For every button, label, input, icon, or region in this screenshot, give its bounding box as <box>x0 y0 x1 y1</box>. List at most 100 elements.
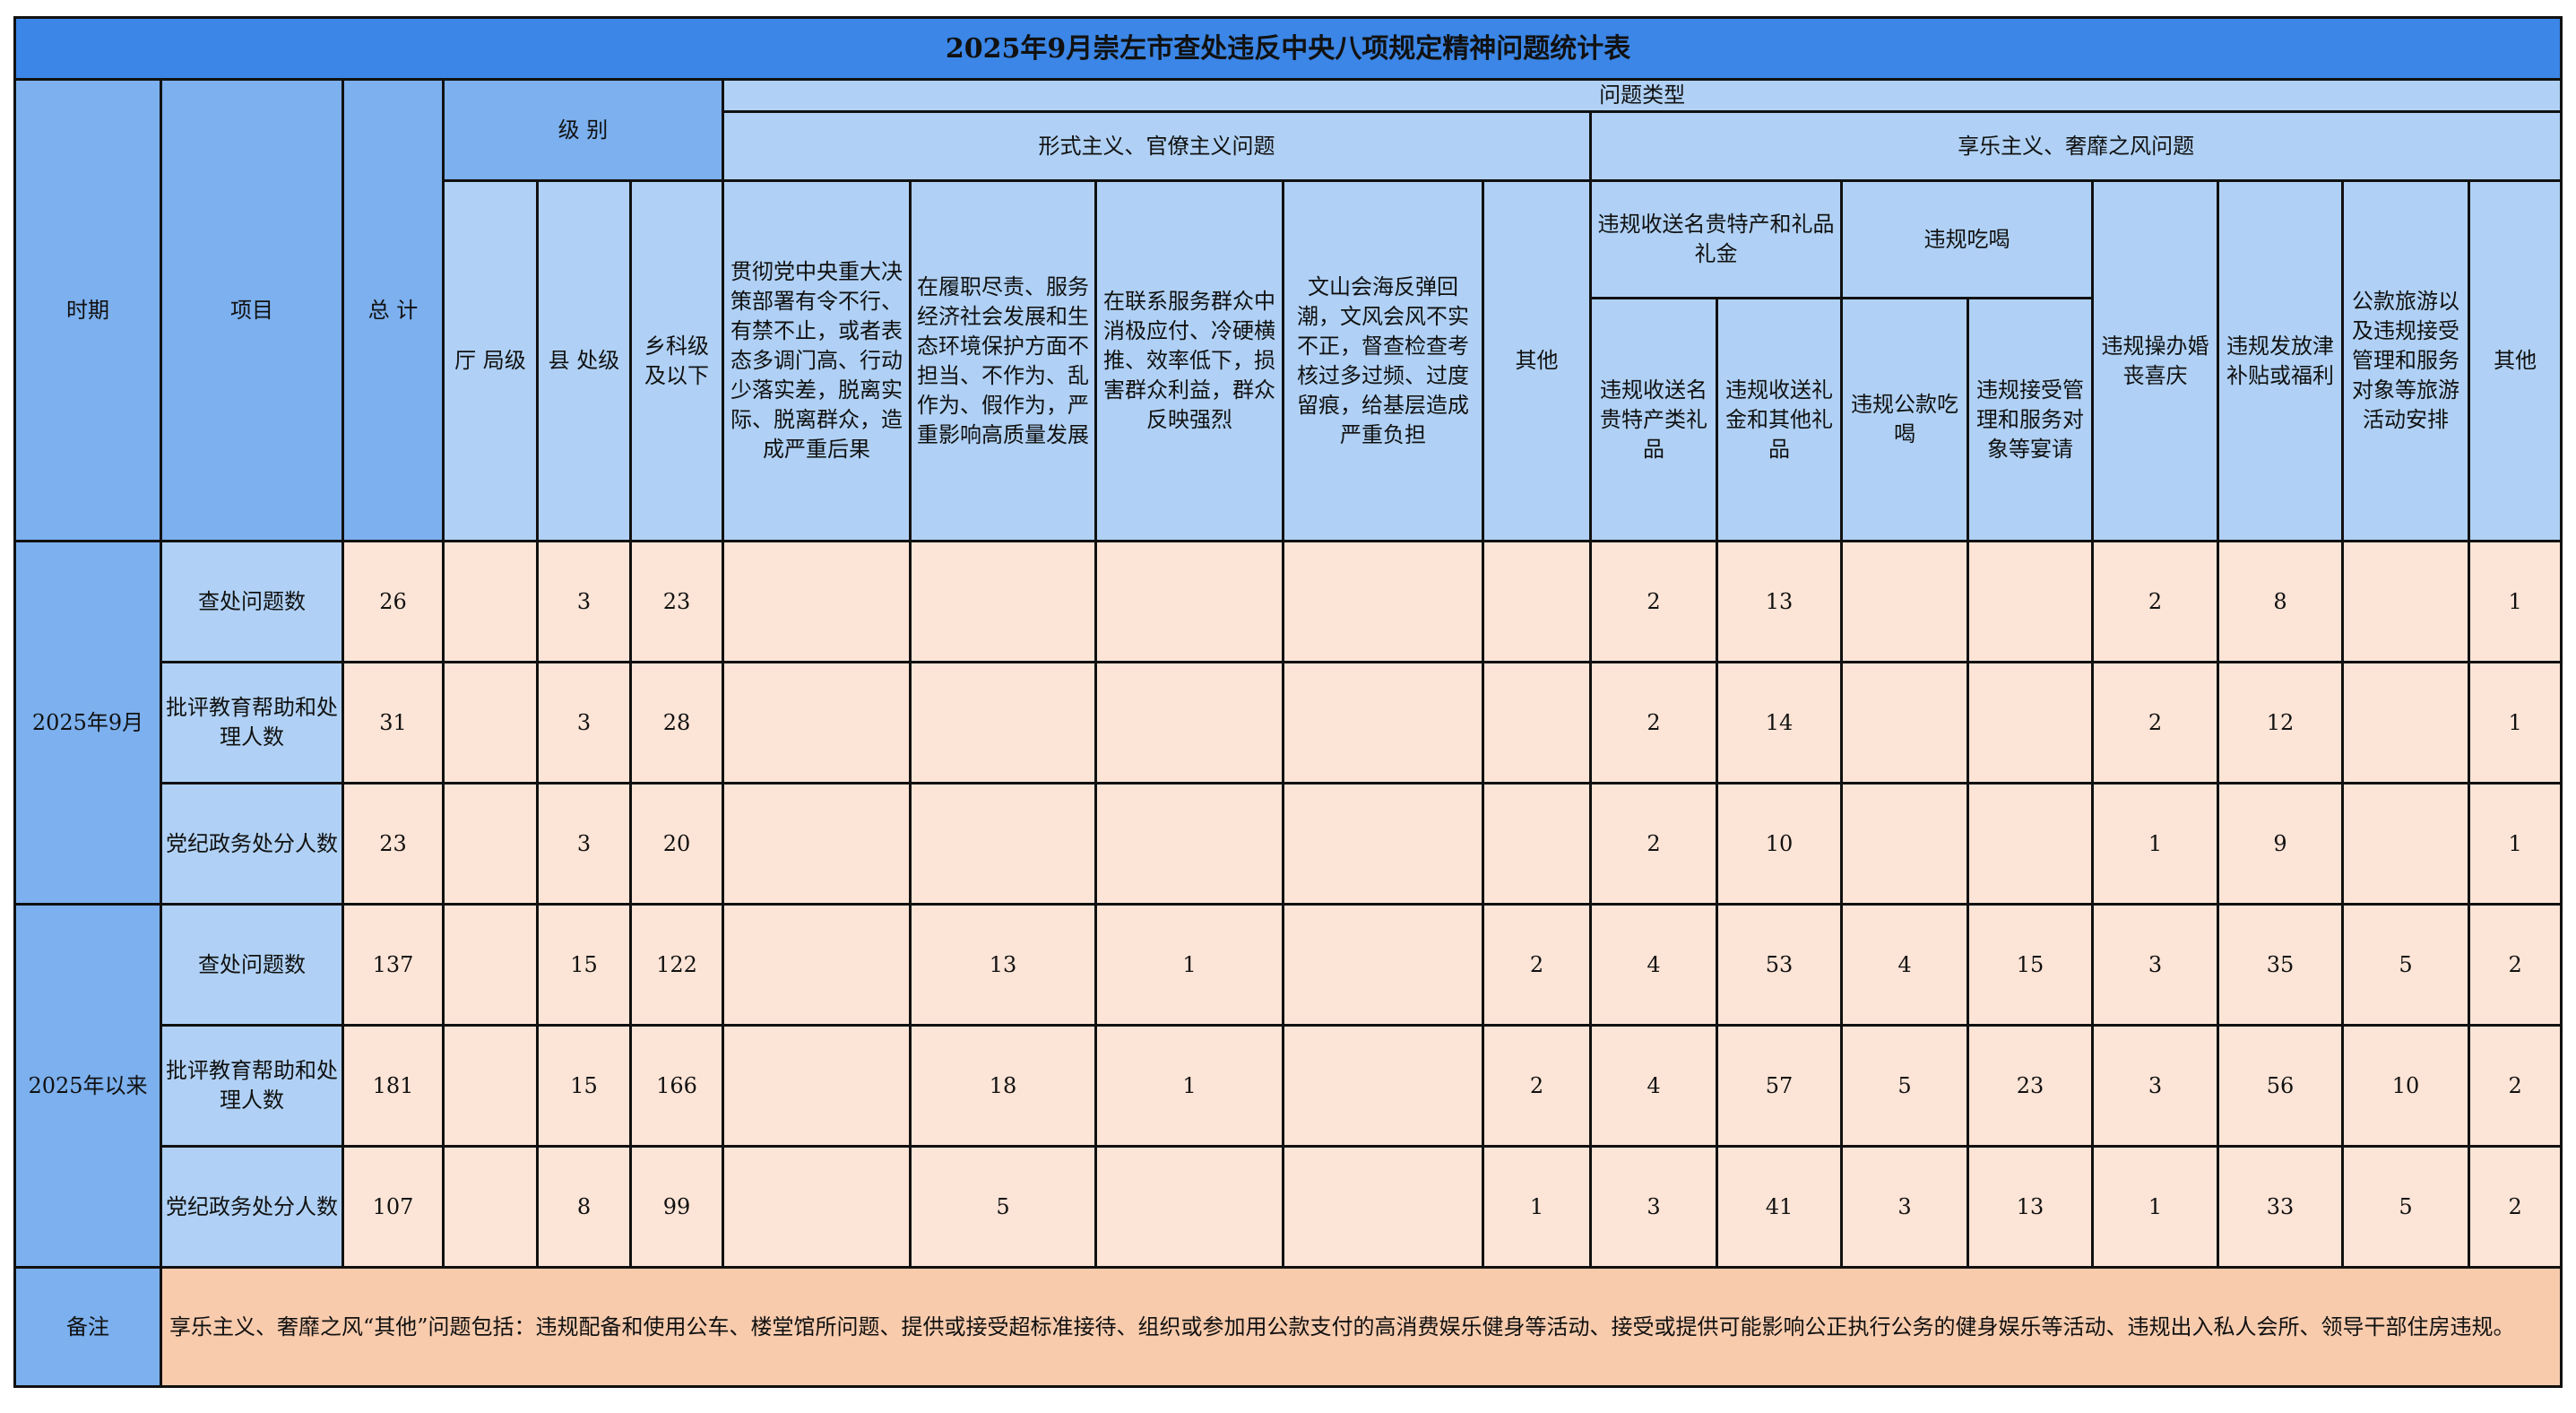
value-cell <box>1967 782 2094 906</box>
header-hedonism: 享乐主义、奢靡之风问题 <box>1588 110 2563 182</box>
value-cell: 8 <box>536 1145 632 1269</box>
value-cell <box>442 540 539 663</box>
value-cell: 1 <box>2091 1145 2219 1269</box>
value-cell: 2 <box>1482 903 1592 1027</box>
value-cell: 99 <box>629 1145 724 1269</box>
value-cell <box>1282 1145 1484 1269</box>
value-cell: 23 <box>1967 1024 2094 1148</box>
value-cell <box>2341 782 2470 906</box>
value-cell: 23 <box>341 782 445 906</box>
value-cell: 1 <box>2467 661 2563 785</box>
value-cell: 10 <box>2341 1024 2470 1148</box>
value-cell: 4 <box>1589 1024 1718 1148</box>
value-cell: 5 <box>2341 1145 2470 1269</box>
item-cell: 查处问题数 <box>160 540 344 663</box>
value-cell: 13 <box>1967 1145 2094 1269</box>
value-cell <box>909 540 1097 663</box>
value-cell <box>1967 661 2094 785</box>
header-dining-banquet: 违规接受管理和服务对象等宴请 <box>1967 297 2094 542</box>
header-level-township: 乡科级及以下 <box>629 179 724 542</box>
item-cell: 批评教育帮助和处理人数 <box>160 1024 344 1148</box>
value-cell: 3 <box>536 782 632 906</box>
value-cell: 53 <box>1716 903 1843 1027</box>
value-cell: 2 <box>1482 1024 1592 1148</box>
value-cell: 33 <box>2217 1145 2344 1269</box>
value-cell: 20 <box>629 782 724 906</box>
value-cell: 41 <box>1716 1145 1843 1269</box>
value-cell <box>2341 540 2470 663</box>
header-dining-public: 违规公款吃喝 <box>1840 297 1969 542</box>
table-row: 2025年9月 查处问题数 26 3 23 2 13 2 8 1 <box>13 540 2563 906</box>
value-cell <box>1482 661 1592 785</box>
value-cell: 2 <box>1589 782 1718 906</box>
value-cell: 3 <box>536 540 632 663</box>
value-cell: 1 <box>2467 540 2563 663</box>
header-level-county: 县 处级 <box>536 179 632 542</box>
value-cell: 13 <box>909 903 1097 1027</box>
value-cell <box>1840 540 1969 663</box>
header-item: 项目 <box>160 78 344 542</box>
value-cell <box>1840 782 1969 906</box>
table-row: 批评教育帮助和处理人数 181 15 166 18 1 2 4 57 5 23 3 56 10 2 <box>15 1024 2563 1148</box>
value-cell <box>722 1145 912 1269</box>
header-formalism-4: 文山会海反弹回潮，文风会风不实不正，督查检查考核过多过频、过度留痕，给基层造成严… <box>1282 179 1484 542</box>
value-cell <box>1094 540 1284 663</box>
period-cell: 2025年以来 <box>13 903 162 1269</box>
value-cell: 28 <box>629 661 724 785</box>
header-formalism: 形式主义、官僚主义问题 <box>722 110 1592 182</box>
value-cell <box>1840 661 1969 785</box>
value-cell <box>1482 782 1592 906</box>
header-formalism-3: 在联系服务群众中消极应付、冷硬横推、效率低下，损害群众利益，群众反映强烈 <box>1094 179 1284 542</box>
header-dining-group: 违规吃喝 <box>1840 179 2094 299</box>
header-allowances: 违规发放津补贴或福利 <box>2217 179 2344 542</box>
table-row: 批评教育帮助和处理人数 31 3 28 2 14 2 12 1 <box>15 661 2563 785</box>
value-cell: 4 <box>1840 903 1969 1027</box>
value-cell: 2 <box>2091 540 2219 663</box>
value-cell: 107 <box>341 1145 445 1269</box>
value-cell <box>1967 540 2094 663</box>
header-level: 级 别 <box>442 78 724 182</box>
value-cell: 2 <box>1589 661 1718 785</box>
value-cell: 31 <box>341 661 445 785</box>
value-cell: 137 <box>341 903 445 1027</box>
value-cell <box>1282 1024 1484 1148</box>
period-cell: 2025年9月 <box>13 540 162 906</box>
note-text: 享乐主义、奢靡之风“其他”问题包括：违规配备和使用公车、楼堂馆所问题、提供或接受… <box>159 1266 2563 1388</box>
value-cell <box>1094 1145 1284 1269</box>
value-cell <box>1094 782 1284 906</box>
value-cell <box>1482 540 1592 663</box>
value-cell: 3 <box>2091 903 2219 1027</box>
table-row: 2025年以来 查处问题数 137 15 122 13 1 2 4 53 4 15 3 35 5 2 <box>13 903 2563 1269</box>
value-cell <box>1094 661 1284 785</box>
value-cell: 14 <box>1716 661 1843 785</box>
value-cell: 12 <box>2217 661 2344 785</box>
item-cell: 查处问题数 <box>160 903 344 1027</box>
value-cell: 15 <box>536 903 632 1027</box>
value-cell <box>909 782 1097 906</box>
header-gift-money: 违规收送礼金和其他礼品 <box>1716 297 1843 542</box>
item-cell: 批评教育帮助和处理人数 <box>160 661 344 785</box>
value-cell <box>722 540 912 663</box>
value-cell: 1 <box>1094 903 1284 1027</box>
header-hedonism-other: 其他 <box>2467 179 2563 542</box>
header-period: 时期 <box>13 78 162 542</box>
value-cell <box>1282 540 1484 663</box>
value-cell: 15 <box>536 1024 632 1148</box>
value-cell: 3 <box>1840 1145 1969 1269</box>
header-travel: 公款旅游以及违规接受管理和服务对象等旅游活动安排 <box>2341 179 2470 542</box>
value-cell: 1 <box>2467 782 2563 906</box>
value-cell <box>722 782 912 906</box>
value-cell: 166 <box>629 1024 724 1148</box>
value-cell <box>909 661 1097 785</box>
header-gift-group: 违规收送名贵特产和礼品礼金 <box>1589 179 1843 299</box>
value-cell <box>442 661 539 785</box>
value-cell: 56 <box>2217 1024 2344 1148</box>
note-row: 备注 享乐主义、奢靡之风“其他”问题包括：违规配备和使用公车、楼堂馆所问题、提供或… <box>13 1266 2563 1388</box>
value-cell: 35 <box>2217 903 2344 1027</box>
item-cell: 党纪政务处分人数 <box>160 1145 344 1269</box>
value-cell: 1 <box>1094 1024 1284 1148</box>
value-cell <box>2341 661 2470 785</box>
header-problem-type: 问题类型 <box>721 78 2563 113</box>
value-cell: 1 <box>1482 1145 1592 1269</box>
value-cell: 3 <box>2091 1024 2219 1148</box>
